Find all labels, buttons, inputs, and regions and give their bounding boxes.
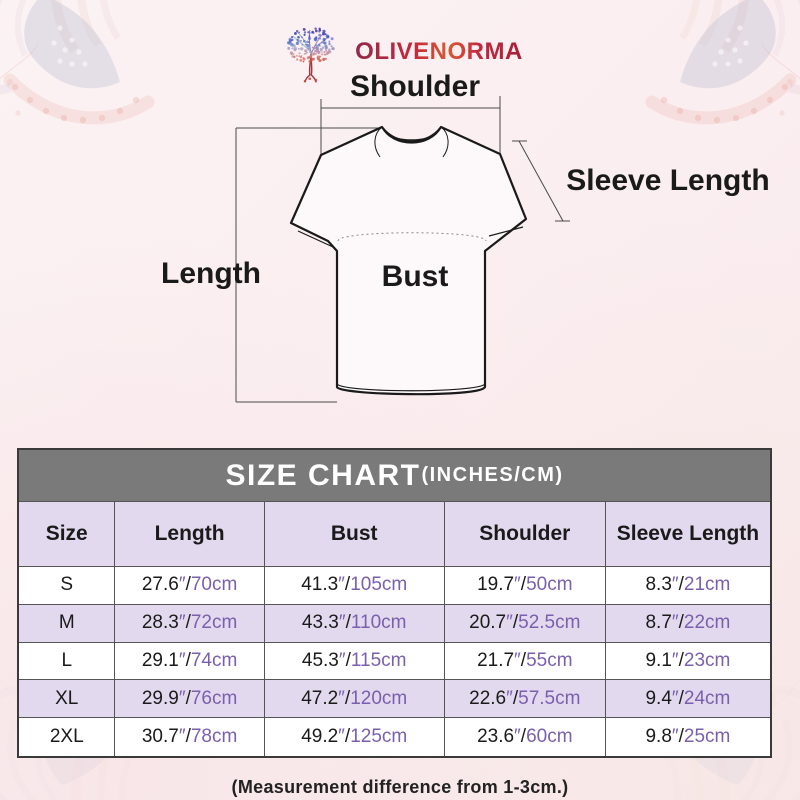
- svg-text:Sleeve Length: Sleeve Length: [566, 164, 769, 197]
- svg-text:Bust: Bust: [382, 260, 449, 293]
- svg-text:Length: Length: [161, 257, 261, 290]
- svg-text:Shoulder: Shoulder: [350, 70, 480, 103]
